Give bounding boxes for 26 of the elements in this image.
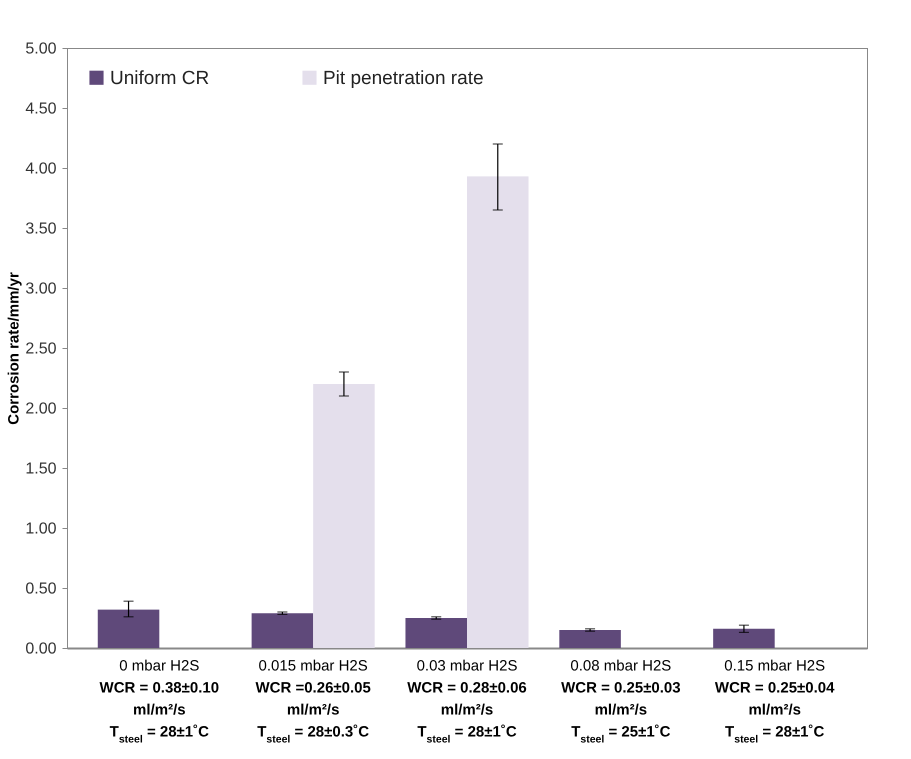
y-tick-label: 2.50 [25, 340, 57, 358]
y-tick-label: 1.00 [25, 520, 57, 538]
bar [313, 384, 375, 648]
y-tick-label: 1.50 [25, 460, 57, 478]
category-label: 0.015 mbar H2S WCR =0.26±0.05 ml/m²/s T$_{steel}$ = 28±0.3˚C [255, 658, 371, 746]
y-axis-title: Corrosion rate/mm/yr [5, 272, 22, 425]
x-tick-label: 0.03 mbar H2S WCR = 0.28±0.06 ml/m²/s T$_{steel}$ = 28±1˚C [407, 658, 527, 746]
y-tick-label: 5.00 [25, 40, 57, 58]
bar [98, 610, 160, 648]
y-tick-label: 3.00 [25, 280, 57, 298]
x-tick-label: 0.15 mbar H2S WCR = 0.25±0.04 ml/m²/s T$_{steel}$ = 28±1˚C [714, 658, 836, 746]
legend-label: Uniform CR [110, 68, 210, 89]
x-tick-label: 0.08 mbar H2S WCR = 0.25±0.03 ml/m²/s T$_{steel}$ = 25±1˚C [561, 658, 681, 746]
bar [559, 630, 621, 648]
legend-label: Pit penetration rate [323, 68, 484, 89]
bar [405, 618, 467, 648]
y-tick-label: 4.50 [25, 100, 57, 118]
y-tick-label: 0.50 [25, 580, 57, 598]
y-tick-label: 3.50 [25, 220, 57, 238]
bar [467, 176, 529, 648]
bar [713, 628, 775, 648]
y-tick-label: 0.00 [25, 640, 57, 658]
bar [252, 613, 314, 648]
y-tick-label: 2.00 [25, 400, 57, 418]
x-tick-label: 0 mbar H2S WCR = 0.38±0.10 ml/m²/s T$_{steel}$ = 28±1˚C [100, 658, 220, 746]
y-tick-label: 4.00 [25, 160, 57, 178]
